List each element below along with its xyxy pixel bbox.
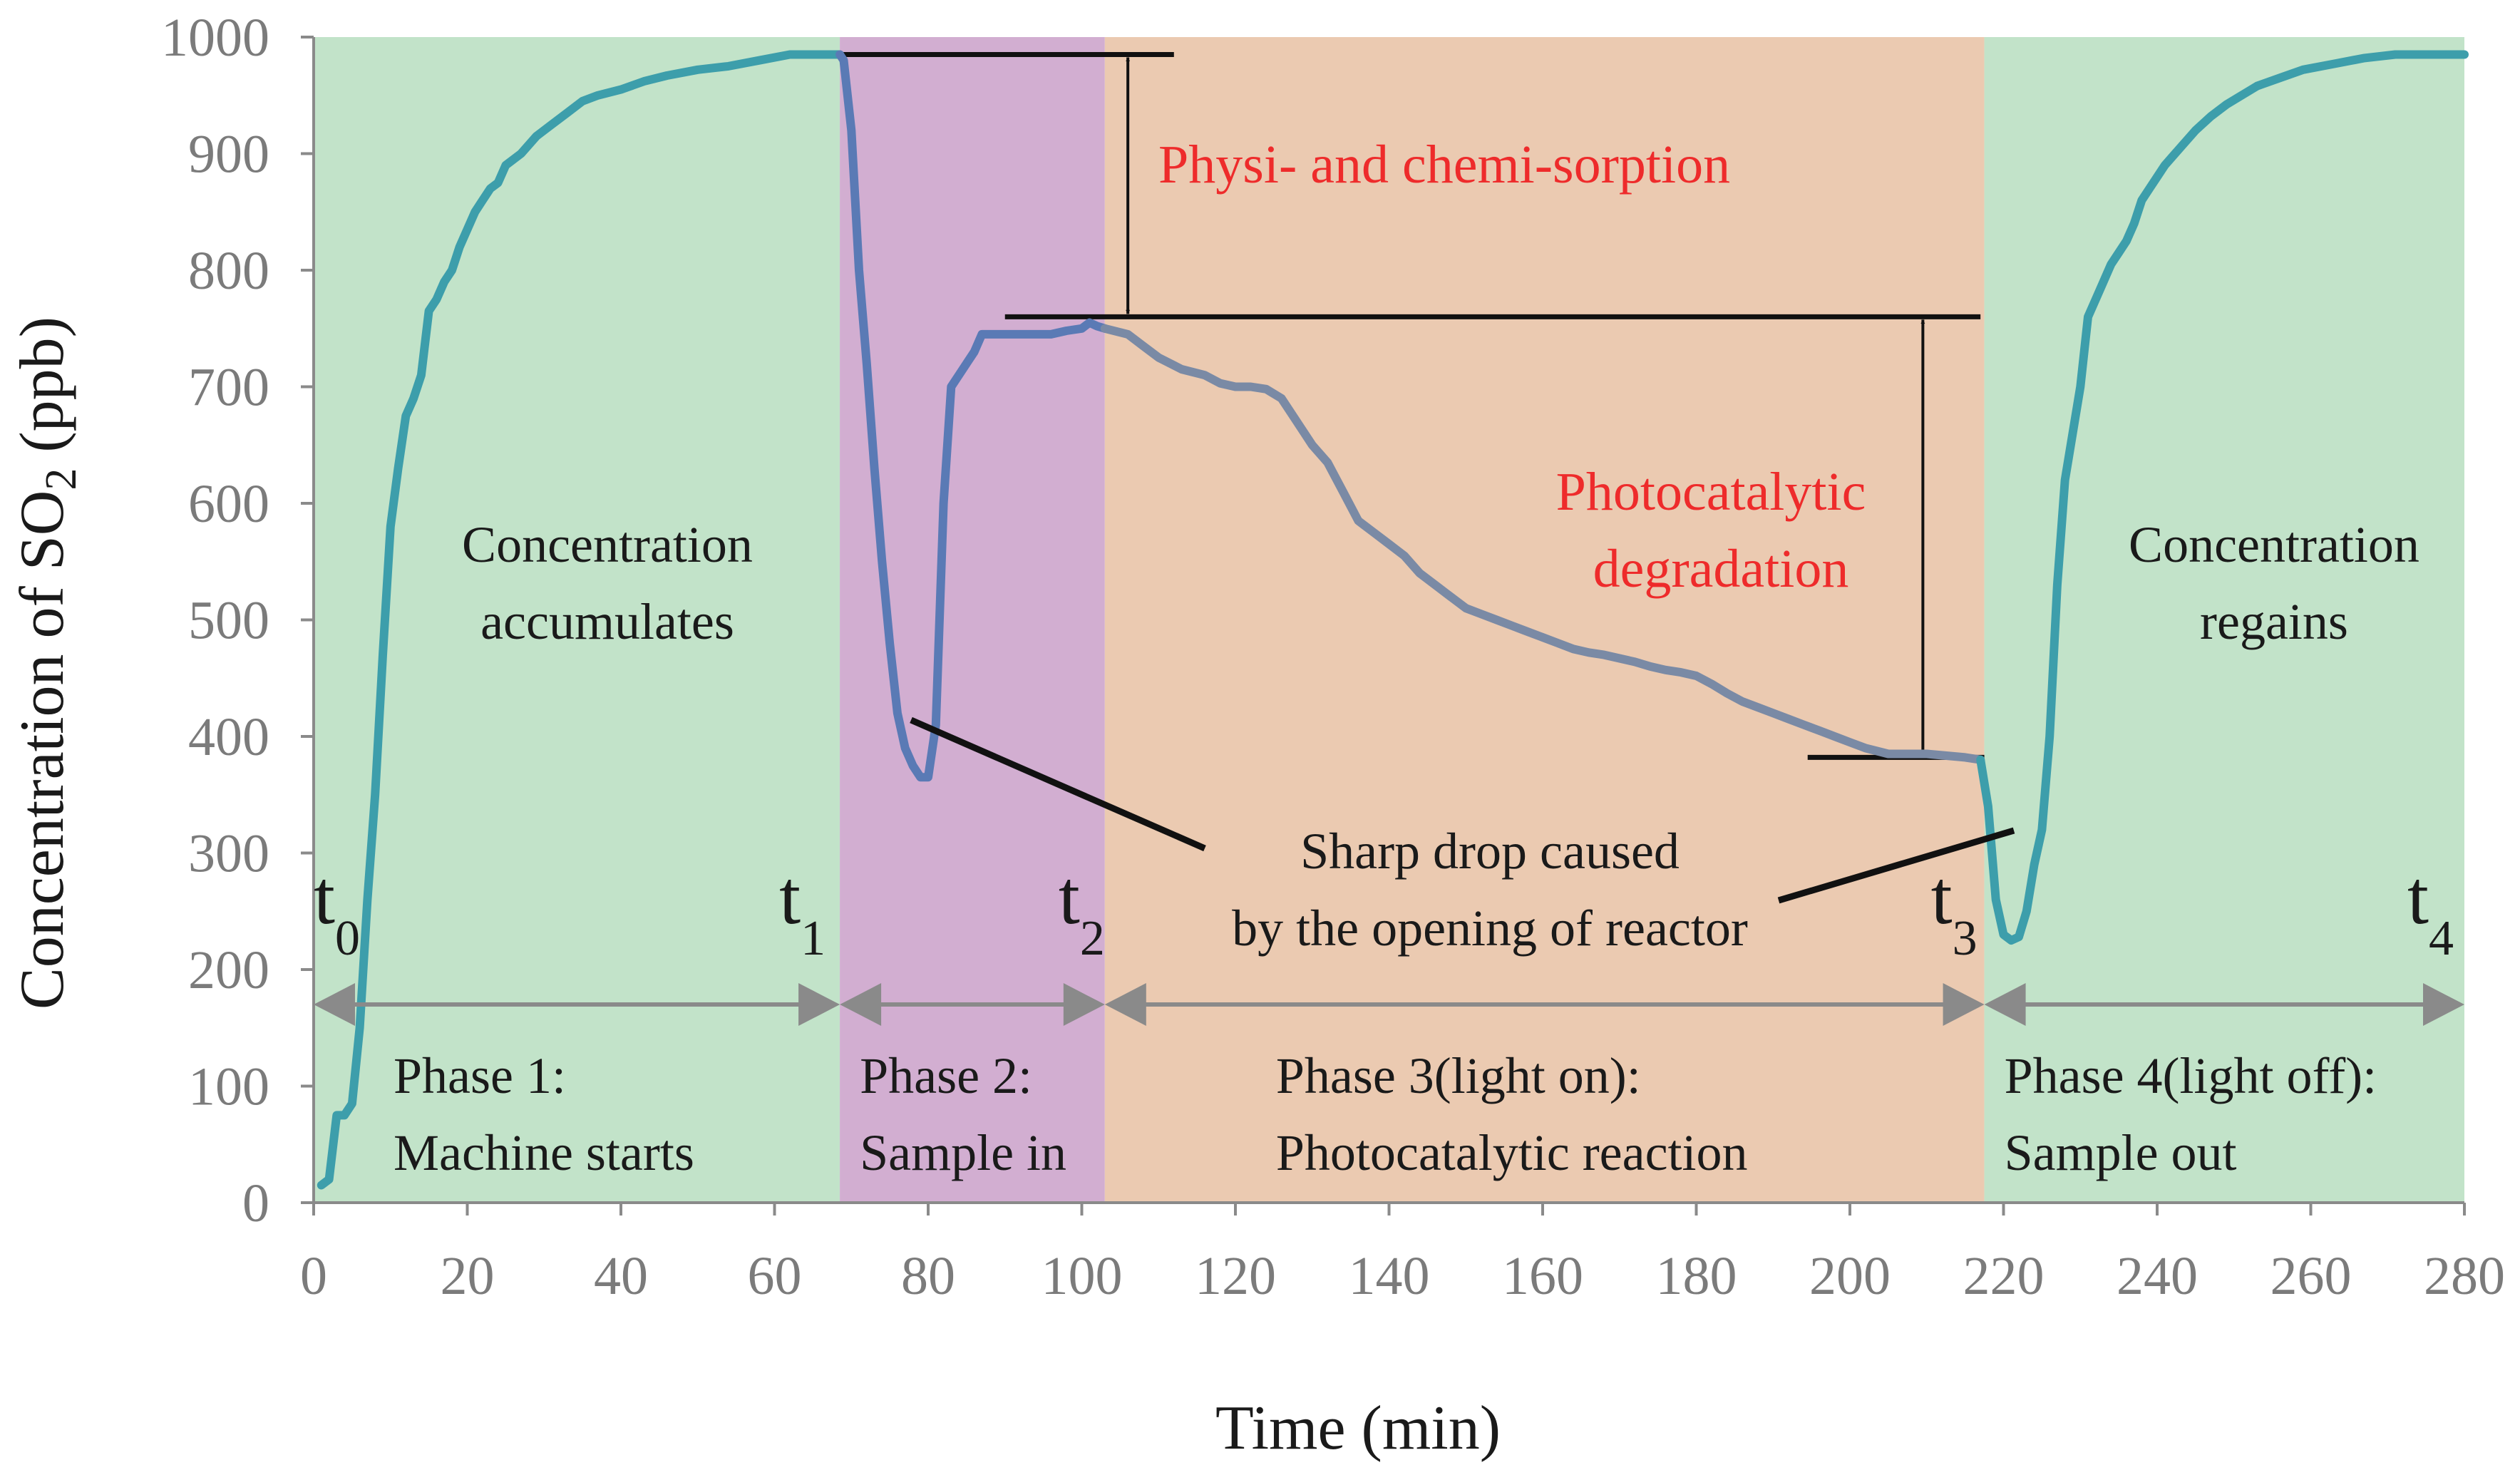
phase-3-label-line2: Photocatalytic reaction xyxy=(1276,1124,1748,1181)
phase-2-label-line1: Phase 2: xyxy=(860,1047,1032,1104)
phase-4-arrow-head-start xyxy=(1984,983,2026,1027)
phase-3-arrow-head-start xyxy=(1104,983,1146,1027)
phase-3-label-line1: Phase 3(light on): xyxy=(1276,1047,1641,1104)
sharp-drop-arrow-right xyxy=(1777,827,2015,904)
series-line-segment-3 xyxy=(1100,324,1985,764)
time-markers: t0 t1 t2 t3 t4 xyxy=(314,855,2454,966)
y-tick-label: 700 xyxy=(188,358,269,418)
phase-4-label-line2: Sample out xyxy=(2005,1124,2237,1181)
sharp-drop-arrow-left xyxy=(910,716,1206,852)
x-tick-label: 280 xyxy=(2424,1246,2505,1306)
phase-1-band xyxy=(314,37,840,1203)
x-tick-label: 120 xyxy=(1195,1246,1276,1306)
right-region-text-2: regains xyxy=(2200,593,2348,650)
phase-labels: Phase 1: Machine starts Phase 2: Sample in P… xyxy=(394,1047,2377,1181)
x-tick-label: 0 xyxy=(300,1246,327,1306)
t1-marker: t1 xyxy=(779,855,826,966)
degradation-label-2: degradation xyxy=(1593,539,1849,599)
phase-bands xyxy=(314,37,2464,1203)
t4-marker: t4 xyxy=(2407,855,2454,966)
phase-1-label-line2: Machine starts xyxy=(394,1124,694,1181)
series-line-segment-1 xyxy=(317,50,845,1190)
y-tick-label: 200 xyxy=(188,940,269,1000)
t3-marker: t3 xyxy=(1931,855,1978,966)
y-axis-ticks: 0 100 200 300 400 500 600 700 800 900 1000 xyxy=(161,8,314,1233)
x-tick-label: 140 xyxy=(1349,1246,1430,1306)
x-tick-label: 240 xyxy=(2117,1246,2198,1306)
y-tick-label: 0 xyxy=(242,1173,269,1233)
phase-3-band xyxy=(1104,37,1985,1203)
y-tick-label: 400 xyxy=(188,707,269,767)
series-line-segment-4 xyxy=(1976,50,2469,945)
x-tick-label: 60 xyxy=(748,1246,802,1306)
sorption-label: Physi- and chemi-sorption xyxy=(1158,135,1730,195)
x-tick-label: 180 xyxy=(1656,1246,1737,1306)
x-tick-label: 20 xyxy=(441,1246,495,1306)
left-region-text-2: accumulates xyxy=(480,593,734,650)
phase-3-arrow-head-end xyxy=(1943,983,1985,1027)
y-tick-label: 800 xyxy=(188,241,269,301)
phase-4-arrow-head-end xyxy=(2423,983,2464,1027)
y-axis-title: Concentration of SO2 (ppb) xyxy=(8,317,86,1009)
x-tick-label: 260 xyxy=(2270,1246,2352,1306)
phase-2-band xyxy=(840,37,1105,1203)
phase-4-label-line1: Phase 4(light off): xyxy=(2005,1047,2377,1104)
x-tick-label: 200 xyxy=(1809,1246,1891,1306)
y-tick-label: 1000 xyxy=(161,8,269,68)
y-tick-label: 500 xyxy=(188,591,269,651)
x-axis-title: Time (min) xyxy=(1215,1394,1501,1463)
sharp-drop-label: Sharp drop caused xyxy=(1300,823,1680,880)
x-axis-ticks: 0 20 40 60 80 100 120 140 160 180 200 220 240 260 280 xyxy=(300,1203,2505,1306)
degradation-label: Photocatalytic xyxy=(1556,462,1866,522)
phase-arrows xyxy=(314,983,2464,1027)
phase-1-label-line1: Phase 1: xyxy=(394,1047,566,1104)
t0-marker: t0 xyxy=(314,855,360,966)
phase-2-label-line2: Sample in xyxy=(860,1124,1066,1181)
phase-1-arrow-head-start xyxy=(314,983,355,1027)
t2-marker: t2 xyxy=(1059,855,1105,966)
phase-2-arrow-head-end xyxy=(1063,983,1105,1027)
x-tick-label: 40 xyxy=(594,1246,648,1306)
sharp-drop-label-2: by the opening of reactor xyxy=(1232,900,1748,957)
x-tick-label: 100 xyxy=(1042,1246,1123,1306)
phase-4-band xyxy=(1984,37,2464,1203)
right-region-text: Concentration xyxy=(2129,516,2419,573)
series-line-segment-2 xyxy=(835,50,1109,782)
left-region-text: Concentration xyxy=(462,516,753,573)
x-tick-label: 160 xyxy=(1502,1246,1583,1306)
series-group xyxy=(317,50,2469,1190)
phase-1-arrow-head-end xyxy=(798,983,840,1027)
x-tick-label: 220 xyxy=(1963,1246,2045,1306)
y-tick-label: 900 xyxy=(188,125,269,185)
x-tick-label: 80 xyxy=(901,1246,955,1306)
y-tick-label: 600 xyxy=(188,474,269,534)
y-tick-label: 300 xyxy=(188,824,269,884)
y-tick-label: 100 xyxy=(188,1057,269,1117)
phase-2-arrow-head-start xyxy=(840,983,882,1027)
